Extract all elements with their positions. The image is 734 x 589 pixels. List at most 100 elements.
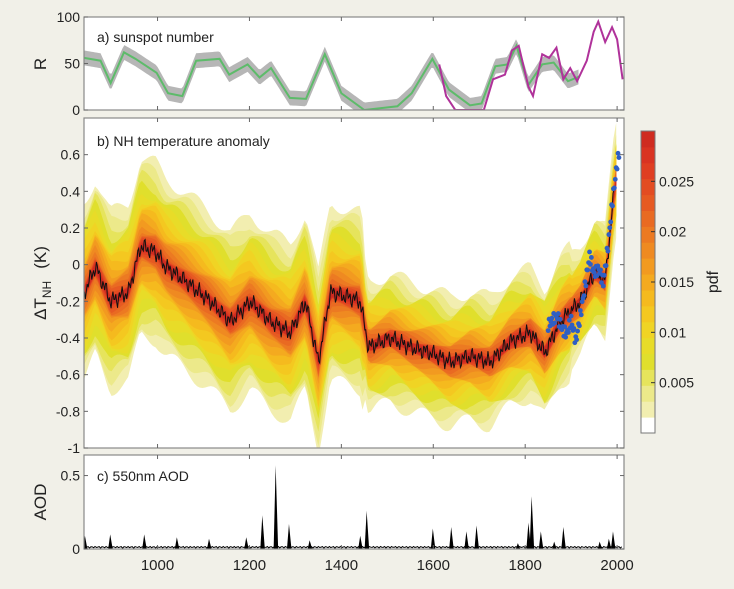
y-tick-label: -1 [68,440,81,456]
instrumental-point [568,313,574,319]
aod-spike [358,535,363,549]
colorbar-label: pdf [705,270,722,293]
aod-spike [430,528,436,549]
colorbar-tick-label: 0.025 [659,173,694,189]
instrumental-point [611,185,617,191]
colorbar-tick-label: 0.005 [659,375,694,391]
instrumental-point [587,249,592,255]
aod-spike [364,510,370,549]
colorbar-swatch [641,401,655,418]
instrumental-point [600,283,606,289]
instrumental-point [574,337,580,343]
y-tick-label: 0.5 [61,468,81,484]
y-tick-label: 0.6 [61,147,81,163]
instrumental-point [606,232,612,237]
aod-spike [464,531,469,549]
x-tick-label: 1800 [509,557,542,574]
instrumental-point [578,312,584,318]
instrumental-point [562,324,568,330]
ylabel-main: ΔT [31,298,50,320]
x-tick-label: 1200 [233,557,266,574]
pdf-contour-level-11 [84,166,617,380]
instrumental-point [563,334,569,340]
y-tick-label: 100 [57,9,81,25]
instrumental-point [545,328,551,334]
colorbar-swatch [641,369,655,386]
colorbar-swatch [641,210,655,227]
y-tick-label: -0.8 [56,403,80,419]
y-tick-label: -0.2 [56,293,80,309]
sunspot-uncertainty-band [84,39,579,110]
aod-spike [207,538,212,549]
instrumental-point [615,150,621,156]
instrumental-point [566,317,572,323]
instrumental-point [565,330,571,335]
x-tick-label: 2000 [600,557,633,574]
ylabel-unit: (K) [31,246,50,269]
y-tick-label: 0 [72,102,80,118]
instrumental-point [577,323,582,329]
panel-b-ylabel: ΔTNH (K) [31,246,54,320]
panel-b-label: b) NH temperature anomaly [97,133,270,149]
instrumental-point [555,311,561,316]
sunspot-reconstruction-line [84,43,580,110]
instrumental-point [588,261,593,267]
x-tick-label: 1400 [325,557,358,574]
panel-b-frame [83,117,625,449]
aod-spike [449,526,454,549]
y-tick-label: 0 [72,257,80,273]
instrumental-point [614,166,620,172]
colorbar-swatch [641,385,655,402]
y-tick-label: 50 [64,56,80,72]
colorbar-swatch [641,289,655,307]
aod-spike [286,524,292,549]
aod-spike [561,526,566,549]
aod-spike [108,534,113,549]
instrumental-point [591,269,597,275]
aod-spike [260,515,265,549]
instrumental-point [583,283,589,289]
panel-c-ylabel: AOD [31,484,50,521]
colorbar-swatch [641,146,655,164]
panel-b-marks [84,122,622,448]
instrumental-point [585,267,591,273]
colorbar-tick-label: 0.01 [659,324,686,340]
panel-a-ylabel: R [31,58,50,70]
pdf-contour-level-14 [84,172,617,375]
aod-spike [606,538,612,549]
colorbar-swatch [641,274,655,291]
x-tick-label: 1000 [141,557,174,574]
aod-spike [142,534,147,549]
aod-spike [515,543,521,549]
colorbar-swatch [641,226,655,243]
panel-c-marks [84,465,623,549]
instrumental-point [588,255,594,260]
instrumental-point [603,263,609,269]
aod-spike [244,537,249,549]
instrumental-point [601,272,607,278]
instrumental-point [549,315,555,321]
aod-spike [526,522,531,549]
aod-spike [538,531,544,549]
colorbar-tick-label: 0.02 [659,224,686,240]
axes: 0 50 100 -1 -0.8 -0.6 -0.4 -0.2 0 0.2 0.4 0.6 0 0.5 10… [56,9,634,574]
colorbar-swatch [641,162,655,180]
instrumental-point [612,176,618,182]
y-tick-label: 0.4 [61,183,81,199]
colorbar-swatch [641,131,655,148]
instrumental-point [605,248,611,254]
aod-spike [174,537,180,549]
instrumental-point [552,320,558,326]
instrumental-point [571,326,577,331]
panel-c-label: c) 550nm AOD [97,468,189,484]
colorbar-swatch [641,337,655,355]
instrumental-point [575,328,580,334]
pdf-contour-level-13 [84,168,617,377]
panel-a-label: a) sunspot number [97,29,214,45]
y-tick-label: 0 [72,541,80,557]
colorbar-swatch [641,305,655,323]
panel-a-marks [84,18,624,110]
instrumental-point [569,322,575,328]
instrumental-point [608,219,614,225]
